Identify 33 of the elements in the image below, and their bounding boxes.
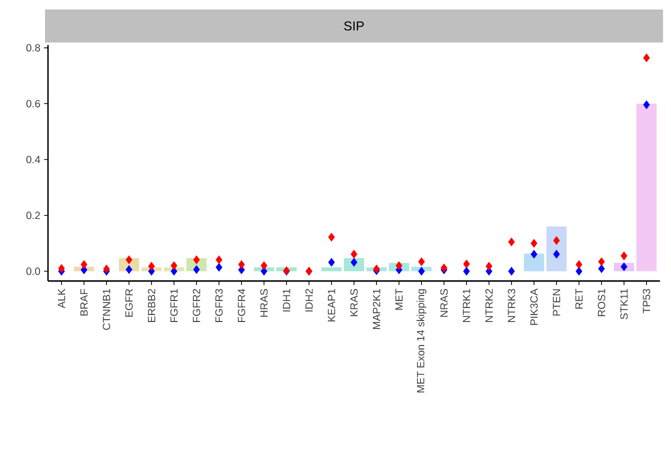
x-tick-label: STK11 (620, 289, 628, 320)
x-tick-label: MET (395, 288, 403, 310)
x-tick-label: FGFR1 (170, 289, 178, 322)
x-tick-label: EGFR (125, 289, 133, 317)
x-tick-label: IDH1 (282, 289, 290, 312)
x-tick-label: RET (575, 288, 583, 309)
x-tick-label: FGFR3 (215, 288, 223, 322)
x-tick-label: NTRK3 (508, 288, 516, 322)
x-tick-label: NTRK1 (462, 289, 470, 322)
x-tick-label: CTNNB1 (102, 289, 110, 330)
y-tick-label: 0.6 (26, 100, 40, 108)
x-tick-label: ROS1 (598, 289, 606, 316)
x-tick-label: NRAS (440, 289, 448, 317)
y-tick-label: 0.4 (26, 156, 40, 164)
x-tick-label: MAP2K1 (372, 289, 380, 329)
x-tick-label: KRAS (350, 289, 358, 316)
x-tick-label: PIK3CA (530, 288, 538, 325)
x-tick-label: ERBB2 (148, 289, 156, 322)
x-tick-label: ALK (58, 288, 66, 308)
x-tick-label: KEAP1 (328, 289, 336, 322)
x-tick-label: NTRK2 (485, 289, 493, 322)
x-tick-label: BRAF (80, 288, 88, 316)
x-tick-label: TP53 (642, 288, 650, 314)
y-tick-label: 0.8 (26, 44, 40, 52)
x-tick-label: FGFR2 (192, 289, 200, 322)
x-tick-label: MET Exon 14 skipping (416, 289, 426, 392)
y-tick-label: 0.2 (26, 212, 40, 220)
x-tick-label: IDH2 (305, 289, 313, 312)
x-tick-label: PTEN (552, 289, 560, 316)
chart-title: SIP (344, 21, 364, 31)
y-tick-label: 0.0 (26, 268, 40, 275)
x-tick-label: FGFR4 (238, 288, 246, 322)
x-tick-label: HRAS (260, 289, 268, 317)
